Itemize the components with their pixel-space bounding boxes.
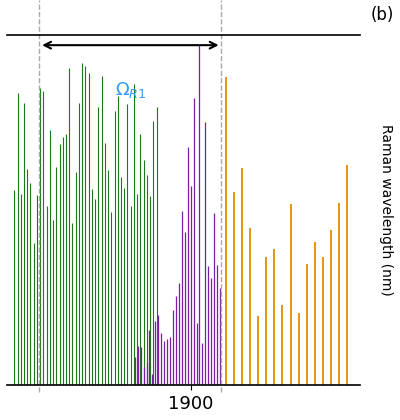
Text: (b): (b) bbox=[370, 6, 394, 24]
Text: $\Omega_{R1}$: $\Omega_{R1}$ bbox=[114, 80, 146, 100]
Y-axis label: Raman wavelength (nm): Raman wavelength (nm) bbox=[379, 124, 393, 296]
